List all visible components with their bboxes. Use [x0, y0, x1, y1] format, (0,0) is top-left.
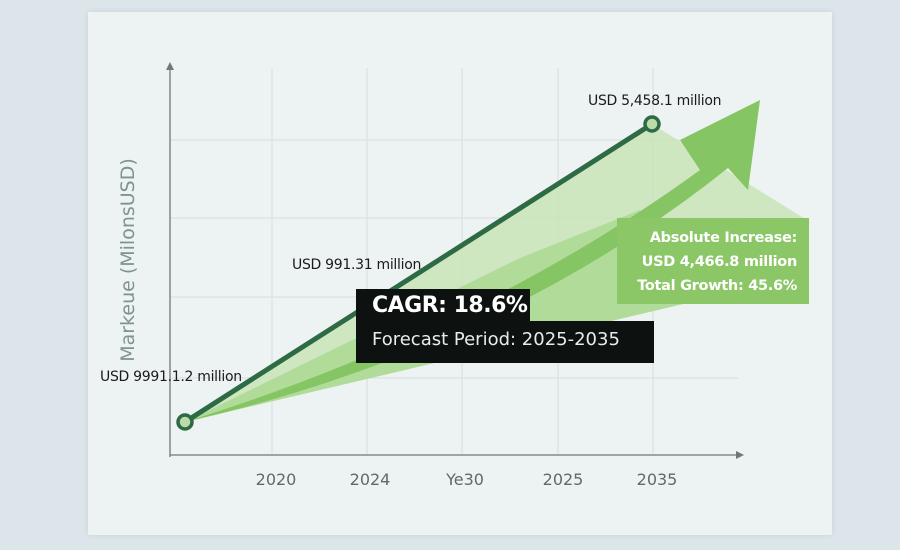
y-axis-arrow: [166, 62, 174, 70]
data-point-end: [643, 115, 661, 133]
x-tick-label: Ye30: [446, 470, 484, 489]
cagr-callout-bg: [356, 289, 530, 323]
data-point-start: [176, 413, 194, 431]
growth-arrow: [185, 100, 760, 422]
data-label-end: USD 5,458.1 million: [588, 93, 722, 109]
absolute-increase-title: Absolute Increase:: [649, 230, 798, 246]
data-label-start: USD 9991.1.2 million: [100, 369, 242, 385]
x-axis-arrow: [736, 451, 744, 459]
cagr-value: CAGR: 18.6%: [372, 293, 528, 318]
series-line: [183, 121, 654, 425]
y-axis-label: Markeue (MilonsUSD): [117, 158, 139, 362]
growth-callout: Absolute Increase: USD 4,466.8 million T…: [617, 218, 809, 304]
x-tick-label: 2020: [255, 470, 297, 489]
forecast-callout-bg: [356, 321, 654, 363]
x-tick-label: 2035: [636, 470, 678, 489]
forecast-period: Forecast Period: 2025-2035: [372, 329, 620, 350]
absolute-increase-value: USD 4,466.8 million: [641, 254, 798, 270]
x-tick-label: 2024: [349, 470, 391, 489]
total-growth: Total Growth: 45.6%: [637, 278, 797, 294]
data-label-mid: USD 991.31 million: [292, 257, 422, 273]
x-tick-label: 2025: [542, 470, 584, 489]
